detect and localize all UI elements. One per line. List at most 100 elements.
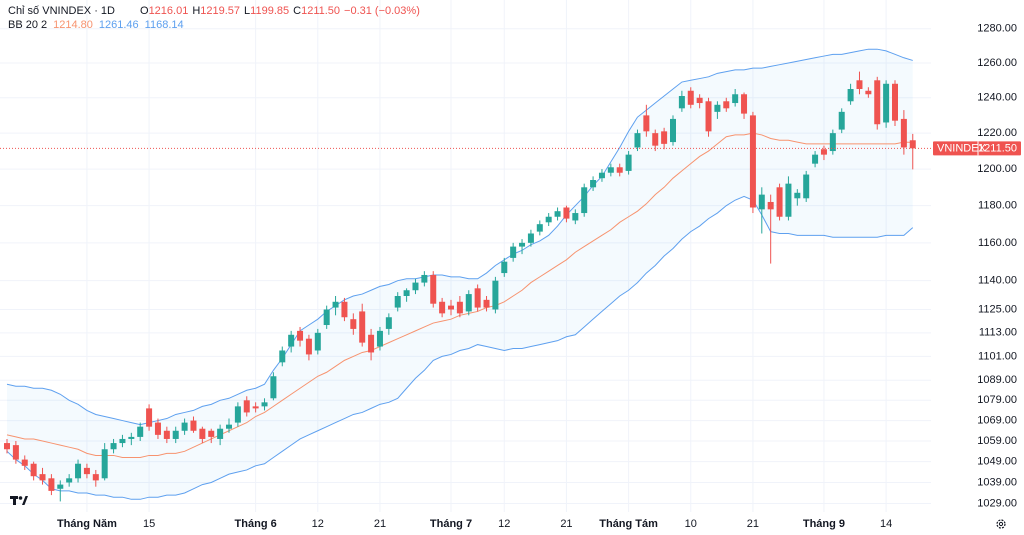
candle-body xyxy=(483,299,490,308)
ohlc-value: 1216.01 xyxy=(149,5,189,17)
candle-body xyxy=(794,192,801,199)
candle-body xyxy=(652,133,659,146)
candle-body xyxy=(154,422,161,435)
indicator-value: 1214.80 xyxy=(53,19,93,31)
candle-body xyxy=(128,436,135,439)
candle-body xyxy=(217,428,224,439)
candle-body xyxy=(341,301,348,318)
y-tick-label: 1101.00 xyxy=(978,350,1017,362)
candle-body xyxy=(208,430,215,437)
ohlc-value: 1219.57 xyxy=(200,5,240,17)
ohlc-key: H xyxy=(192,5,200,17)
logo xyxy=(10,496,28,505)
candle-body xyxy=(767,201,774,210)
candle-body xyxy=(172,430,179,439)
candle-body xyxy=(181,422,188,431)
candle-body xyxy=(714,104,721,112)
candle-body xyxy=(12,445,19,460)
y-tick-label: 1280.00 xyxy=(977,23,1017,35)
candle-body xyxy=(385,317,392,329)
candle-body xyxy=(75,463,82,479)
candle-body xyxy=(279,350,286,363)
candle-body xyxy=(474,288,481,308)
candle-body xyxy=(723,101,730,109)
candle-body xyxy=(305,338,312,355)
x-tick-label: 10 xyxy=(685,518,697,530)
candle-body xyxy=(643,115,650,132)
candle-body xyxy=(48,478,55,491)
indicator-value: 1168.14 xyxy=(145,19,184,31)
y-tick-label: 1113.00 xyxy=(979,327,1017,339)
x-tick-label: Tháng Tám xyxy=(599,518,658,530)
candle-body xyxy=(785,183,792,217)
y-tick-label: 1079.00 xyxy=(977,394,1017,406)
y-tick-label: 1140.00 xyxy=(978,275,1017,287)
y-tick-label: 1039.00 xyxy=(977,476,1017,488)
candle-body xyxy=(892,83,898,121)
candle-body xyxy=(412,282,419,291)
candle-body xyxy=(57,484,64,489)
candle-body xyxy=(909,140,916,149)
candle-body xyxy=(332,301,339,308)
candle-body xyxy=(803,174,810,199)
candle-body xyxy=(536,224,543,232)
candle-body xyxy=(101,449,108,479)
candle-body xyxy=(758,194,765,210)
candle-body xyxy=(359,311,366,343)
candle-body xyxy=(110,443,117,450)
candle-body xyxy=(501,261,508,274)
candle-body xyxy=(829,133,836,152)
indicator-value: 1261.46 xyxy=(99,19,139,31)
candle-body xyxy=(883,83,890,123)
candle-body xyxy=(554,211,561,217)
y-tick-label: 1029.00 xyxy=(977,497,1017,509)
candle-body xyxy=(137,426,144,437)
candle-body xyxy=(376,330,383,347)
indicator-legend: BB 20 2 1214.80 1261.46 1168.14 xyxy=(8,19,184,31)
candle-body xyxy=(634,133,641,148)
candle-body xyxy=(39,474,46,481)
y-tick-label: 1260.00 xyxy=(977,57,1017,69)
candle-body xyxy=(456,301,463,314)
candle-body xyxy=(394,295,401,308)
candle-body xyxy=(190,420,197,431)
candle-body xyxy=(838,111,845,130)
candle-body xyxy=(119,438,126,444)
candle-body xyxy=(687,90,694,105)
y-tick-label: 1069.00 xyxy=(977,414,1017,426)
candle-body xyxy=(670,118,676,143)
ohlc-key: O xyxy=(140,5,149,17)
x-tick-label: 14 xyxy=(880,518,892,530)
candle-body xyxy=(146,408,153,427)
y-tick-label: 1180.00 xyxy=(978,200,1017,212)
x-tick-label: Tháng 6 xyxy=(235,518,277,530)
candle-body xyxy=(430,274,437,304)
candle-body xyxy=(625,154,632,171)
y-tick-label: 1220.00 xyxy=(977,127,1017,139)
plot xyxy=(0,48,931,502)
candle-body xyxy=(510,246,517,258)
candle-body xyxy=(403,290,410,296)
x-tick-label: 21 xyxy=(560,518,572,530)
x-tick-label: 21 xyxy=(747,518,759,530)
candle-body xyxy=(465,294,472,312)
candle-body xyxy=(749,115,756,208)
candle-body xyxy=(4,443,10,450)
ohlc-key: L xyxy=(244,5,250,17)
candle-body xyxy=(243,400,250,413)
candle-body xyxy=(519,242,526,247)
candle-body xyxy=(732,94,739,104)
candle-body xyxy=(492,280,499,310)
candle-body xyxy=(448,305,454,310)
candle-body xyxy=(439,301,446,314)
candle-body xyxy=(776,187,783,217)
candle-body xyxy=(581,187,588,214)
candle-body xyxy=(314,332,321,351)
y-tick-label: 1160.00 xyxy=(978,237,1017,249)
y-tick-label: 1240.00 xyxy=(977,92,1017,104)
candle-body xyxy=(21,459,28,466)
candle-body xyxy=(350,319,357,329)
candle-body xyxy=(92,474,99,481)
settings-icon[interactable] xyxy=(996,519,1006,529)
